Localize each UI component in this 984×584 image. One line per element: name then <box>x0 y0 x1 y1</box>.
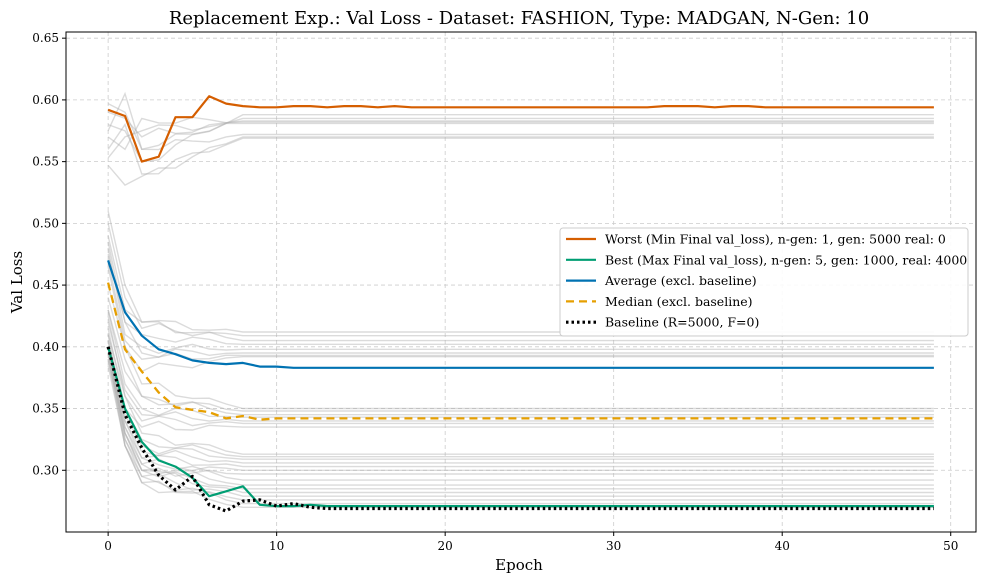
x-tick-label: 40 <box>775 539 790 553</box>
background-run-line <box>107 334 934 427</box>
x-tick-label: 20 <box>438 539 453 553</box>
legend-label-median: Median (excl. baseline) <box>605 294 753 309</box>
y-tick-label: 0.40 <box>32 340 59 354</box>
background-run-line <box>107 284 934 410</box>
x-tick-label: 50 <box>943 539 958 553</box>
background-run-line <box>107 102 934 151</box>
background-run-line <box>107 352 934 468</box>
background-run-line <box>107 334 934 481</box>
background-run-line <box>107 359 934 477</box>
highlighted-series <box>106 95 934 513</box>
legend-label-average: Average (excl. baseline) <box>604 273 757 288</box>
background-run-line <box>107 352 934 494</box>
background-run-line <box>107 346 934 464</box>
background-run-line <box>107 328 934 458</box>
grid <box>66 32 976 532</box>
legend: Worst (Min Final val_loss), n-gen: 1, ge… <box>559 227 969 337</box>
background-run-line <box>107 340 934 460</box>
background-run-line <box>107 247 934 355</box>
legend-label-best: Best (Max Final val_loss), n-gen: 5, gen… <box>605 252 967 267</box>
x-tick-label: 30 <box>606 539 621 553</box>
baseline-series-line <box>106 346 934 513</box>
background-run-line <box>107 136 934 186</box>
y-tick-label: 0.65 <box>32 31 59 45</box>
background-run-line <box>107 309 934 416</box>
background-run-line <box>107 346 934 431</box>
average-series-line <box>107 260 934 369</box>
x-axis-label: Epoch <box>495 556 543 574</box>
background-runs <box>107 91 934 508</box>
median-series-line <box>106 282 934 421</box>
worst-series-line <box>107 95 934 163</box>
chart-title: Replacement Exp.: Val Loss - Dataset: FA… <box>169 8 869 29</box>
background-run-line <box>107 254 934 358</box>
background-run-line <box>107 91 934 151</box>
background-run-line <box>107 114 934 163</box>
y-tick-label: 0.45 <box>32 278 59 292</box>
legend-label-baseline: Baseline (R=5000, F=0) <box>605 315 759 330</box>
legend-box <box>559 227 969 337</box>
x-axis-ticks: 0 10 20 30 40 50 <box>104 532 958 553</box>
background-run-line <box>107 340 934 486</box>
background-run-line <box>107 359 934 497</box>
background-run-line <box>107 309 934 418</box>
plot-frame <box>65 31 977 533</box>
y-tick-label: 0.30 <box>32 463 59 477</box>
background-run-line <box>107 266 934 373</box>
background-run-line <box>107 297 934 412</box>
y-axis-label: Val Loss <box>8 251 26 314</box>
background-run-line <box>107 116 934 151</box>
background-run-line <box>107 346 934 472</box>
y-tick-label: 0.50 <box>32 216 59 230</box>
background-run-line <box>107 315 934 455</box>
legend-label-worst: Worst (Min Final val_loss), n-gen: 1, ge… <box>605 232 946 247</box>
background-run-line <box>107 235 934 342</box>
background-run-line <box>107 111 934 138</box>
x-tick-label: 10 <box>269 539 284 553</box>
background-run-line <box>107 122 934 159</box>
best-series-line <box>107 346 934 508</box>
y-axis-ticks: 0.30 0.35 0.40 0.45 0.50 0.55 0.60 0.65 <box>32 31 66 477</box>
background-run-line <box>107 123 934 175</box>
background-run-line <box>107 365 934 501</box>
y-tick-label: 0.35 <box>32 402 59 416</box>
background-run-line <box>107 241 934 345</box>
x-tick-label: 0 <box>104 539 112 553</box>
background-run-line <box>107 321 934 422</box>
y-tick-label: 0.55 <box>32 155 59 169</box>
background-run-line <box>107 260 934 360</box>
y-tick-label: 0.60 <box>32 93 59 107</box>
background-run-line <box>107 346 934 505</box>
